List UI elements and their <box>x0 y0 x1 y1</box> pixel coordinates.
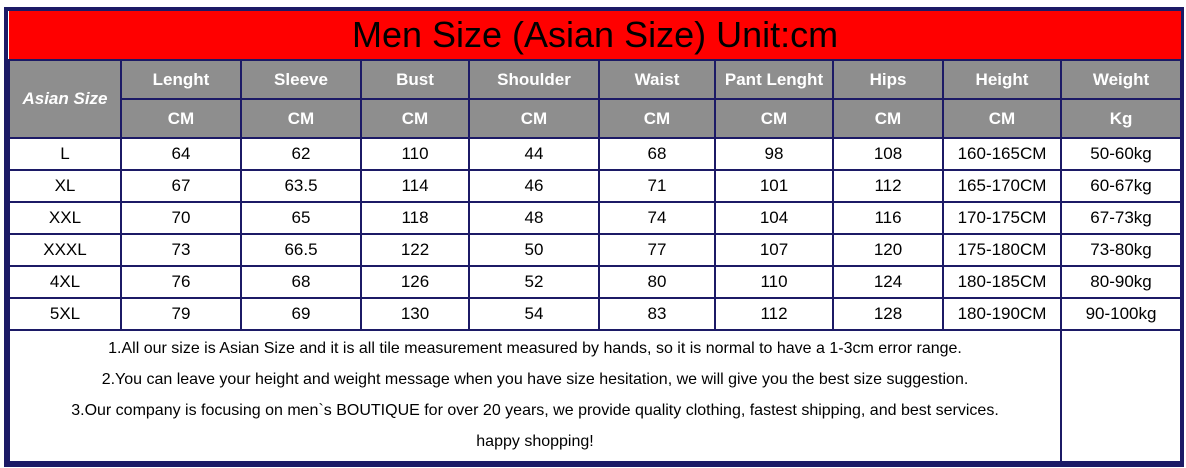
column-header: Hips <box>832 59 944 100</box>
empty-cell <box>1059 329 1183 463</box>
table-row: 4XL 76 68 126 52 80 110 124 180-185CM 80-90kg <box>8 265 1183 299</box>
table-cell: 67 <box>120 169 242 203</box>
notes: 1.All our size is Asian Size and it is a… <box>8 329 1062 463</box>
table-cell: 83 <box>598 297 716 331</box>
table-cell: 90-100kg <box>1059 297 1183 331</box>
table-cell: 165-170CM <box>942 169 1062 203</box>
unit-header: CM <box>942 98 1062 139</box>
table-cell: 64 <box>120 137 242 171</box>
size-cell: XL <box>8 169 122 203</box>
table-cell: 74 <box>598 201 716 235</box>
table-row: XXXL 73 66.5 122 50 77 107 120 175-180CM 73-80kg <box>8 233 1183 267</box>
table-cell: 60-67kg <box>1059 169 1183 203</box>
column-header: Pant Lenght <box>714 59 834 100</box>
table-cell: 175-180CM <box>942 233 1062 267</box>
unit-header: CM <box>240 98 362 139</box>
note-line: happy shopping! <box>476 433 594 450</box>
table-row: L 64 62 110 44 68 98 108 160-165CM 50-60kg <box>8 137 1183 171</box>
table-cell: 73 <box>120 233 242 267</box>
table-cell: 118 <box>360 201 470 235</box>
column-header: Shoulder <box>468 59 600 100</box>
column-header: Lenght <box>120 59 242 100</box>
size-cell: XXL <box>8 201 122 235</box>
column-header: Weight <box>1059 59 1183 100</box>
note-line: 1.All our size is Asian Size and it is a… <box>108 340 962 357</box>
unit-header: CM <box>120 98 242 139</box>
table-cell: 48 <box>468 201 600 235</box>
table-cell: 112 <box>832 169 944 203</box>
unit-header: CM <box>714 98 834 139</box>
column-header: Sleeve <box>240 59 362 100</box>
table-cell: 66.5 <box>240 233 362 267</box>
size-chart: Men Size (Asian Size) Unit:cm Asian Size… <box>4 7 1184 467</box>
table-cell: 70 <box>120 201 242 235</box>
column-header: Height <box>942 59 1062 100</box>
table-cell: 62 <box>240 137 362 171</box>
table-cell: 79 <box>120 297 242 331</box>
table-cell: 46 <box>468 169 600 203</box>
table-cell: 110 <box>714 265 834 299</box>
table-cell: 116 <box>832 201 944 235</box>
table-cell: 50-60kg <box>1059 137 1183 171</box>
table-cell: 114 <box>360 169 470 203</box>
unit-header: CM <box>832 98 944 139</box>
table-cell: 50 <box>468 233 600 267</box>
table-cell: 130 <box>360 297 470 331</box>
table-cell: 73-80kg <box>1059 233 1183 267</box>
unit-header: CM <box>360 98 470 139</box>
table-cell: 107 <box>714 233 834 267</box>
table-cell: 68 <box>598 137 716 171</box>
table-cell: 80-90kg <box>1059 265 1183 299</box>
table-cell: 77 <box>598 233 716 267</box>
size-cell: 4XL <box>8 265 122 299</box>
table-cell: 68 <box>240 265 362 299</box>
table-row: XL 67 63.5 114 46 71 101 112 165-170CM 60-67kg <box>8 169 1183 203</box>
size-cell: 5XL <box>8 297 122 331</box>
table-cell: 180-190CM <box>942 297 1062 331</box>
table-cell: 65 <box>240 201 362 235</box>
table-cell: 124 <box>832 265 944 299</box>
table-cell: 128 <box>832 297 944 331</box>
table-cell: 44 <box>468 137 600 171</box>
table-cell: 54 <box>468 297 600 331</box>
table-cell: 67-73kg <box>1059 201 1183 235</box>
table-cell: 120 <box>832 233 944 267</box>
table-cell: 71 <box>598 169 716 203</box>
column-header: Bust <box>360 59 470 100</box>
table-cell: 108 <box>832 137 944 171</box>
table-cell: 76 <box>120 265 242 299</box>
size-table: Men Size (Asian Size) Unit:cm Asian Size… <box>8 11 1183 463</box>
note-line: 3.Our company is focusing on men`s BOUTI… <box>71 402 999 419</box>
table-cell: 63.5 <box>240 169 362 203</box>
table-cell: 80 <box>598 265 716 299</box>
table-row: 5XL 79 69 130 54 83 112 128 180-190CM 90-100kg <box>8 297 1183 331</box>
note-line: 2.You can leave your height and weight m… <box>101 371 969 388</box>
chart-title: Men Size (Asian Size) Unit:cm <box>9 11 1182 61</box>
table-cell: 180-185CM <box>942 265 1062 299</box>
unit-header: CM <box>468 98 600 139</box>
table-cell: 101 <box>714 169 834 203</box>
unit-header: CM <box>598 98 716 139</box>
unit-header: Kg <box>1059 98 1183 139</box>
column-header: Waist <box>598 59 716 100</box>
size-cell: L <box>8 137 122 171</box>
table-cell: 160-165CM <box>942 137 1062 171</box>
table-cell: 52 <box>468 265 600 299</box>
table-cell: 110 <box>360 137 470 171</box>
table-row: XXL 70 65 118 48 74 104 116 170-175CM 67-73kg <box>8 201 1183 235</box>
table-cell: 104 <box>714 201 834 235</box>
size-cell: XXXL <box>8 233 122 267</box>
table-cell: 112 <box>714 297 834 331</box>
table-cell: 126 <box>360 265 470 299</box>
asian-size-header: Asian Size <box>8 59 122 139</box>
table-cell: 98 <box>714 137 834 171</box>
table-cell: 122 <box>360 233 470 267</box>
table-cell: 170-175CM <box>942 201 1062 235</box>
table-cell: 69 <box>240 297 362 331</box>
